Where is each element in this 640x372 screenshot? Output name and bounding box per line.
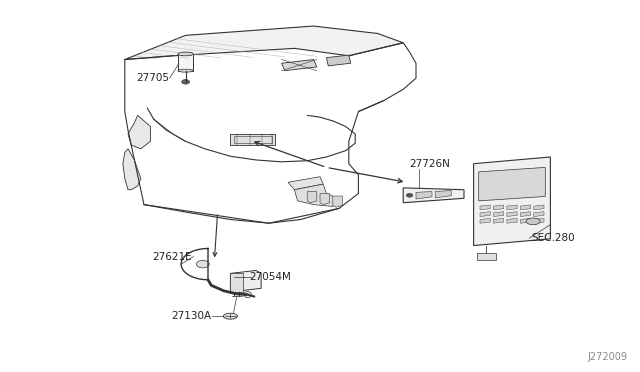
Polygon shape — [230, 273, 243, 292]
Polygon shape — [307, 192, 317, 203]
Polygon shape — [294, 184, 339, 206]
Polygon shape — [128, 115, 150, 149]
Text: 27705: 27705 — [136, 73, 170, 83]
Polygon shape — [493, 205, 504, 210]
Polygon shape — [288, 177, 323, 190]
Polygon shape — [435, 190, 451, 198]
Polygon shape — [123, 149, 141, 190]
Ellipse shape — [178, 52, 193, 56]
Ellipse shape — [178, 69, 193, 72]
Polygon shape — [480, 205, 490, 210]
Polygon shape — [333, 196, 342, 207]
Polygon shape — [520, 218, 531, 223]
Circle shape — [196, 260, 209, 268]
Polygon shape — [493, 212, 504, 217]
Polygon shape — [534, 212, 544, 217]
Circle shape — [182, 80, 189, 84]
Text: 27621E: 27621E — [152, 252, 192, 262]
Text: 27130A: 27130A — [171, 311, 211, 321]
Text: J272009: J272009 — [588, 352, 627, 362]
Text: 27054M: 27054M — [250, 272, 291, 282]
FancyBboxPatch shape — [477, 253, 496, 260]
Text: SEC.280: SEC.280 — [531, 233, 575, 243]
Polygon shape — [125, 26, 403, 60]
Polygon shape — [326, 55, 351, 66]
Polygon shape — [282, 60, 317, 71]
Polygon shape — [534, 205, 544, 210]
Polygon shape — [474, 157, 550, 246]
Polygon shape — [507, 205, 517, 210]
Polygon shape — [480, 218, 490, 223]
Polygon shape — [520, 205, 531, 210]
Ellipse shape — [526, 218, 540, 225]
Polygon shape — [507, 218, 517, 223]
Polygon shape — [480, 212, 490, 217]
Polygon shape — [534, 218, 544, 223]
Text: 27726N: 27726N — [410, 159, 451, 169]
Ellipse shape — [223, 313, 237, 319]
Polygon shape — [320, 193, 330, 205]
Polygon shape — [493, 218, 504, 223]
Polygon shape — [479, 167, 545, 201]
Polygon shape — [507, 212, 517, 217]
Ellipse shape — [244, 292, 252, 298]
Polygon shape — [230, 134, 275, 145]
Polygon shape — [416, 192, 432, 199]
FancyBboxPatch shape — [178, 54, 193, 71]
Polygon shape — [403, 188, 464, 203]
Polygon shape — [230, 270, 261, 292]
Polygon shape — [520, 212, 531, 217]
Circle shape — [406, 193, 413, 197]
